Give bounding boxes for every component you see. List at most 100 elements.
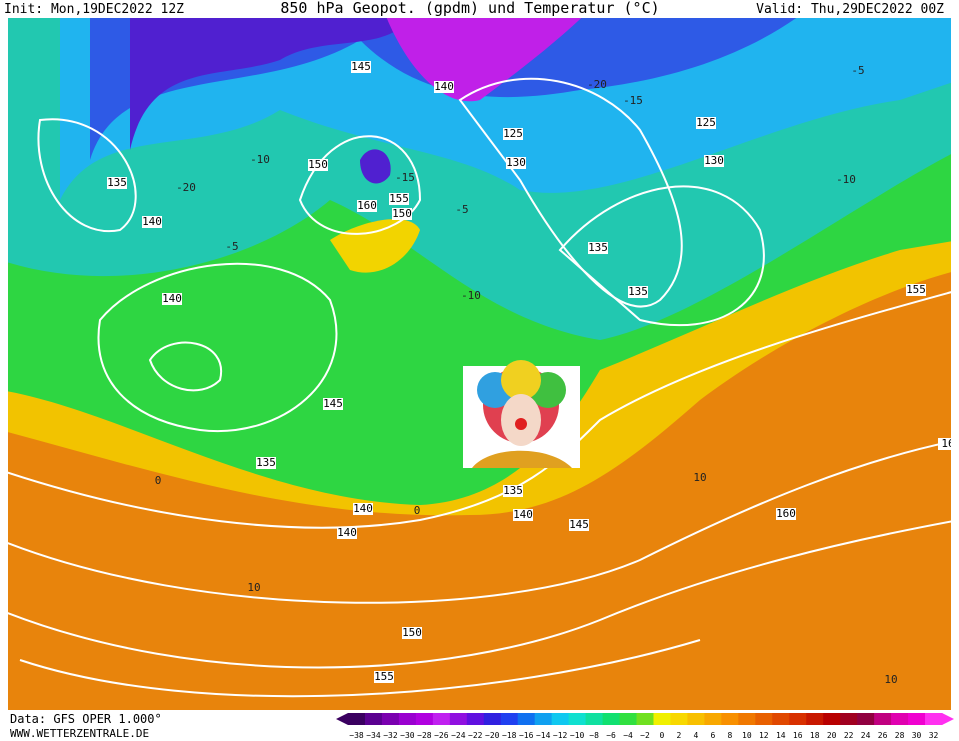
label-box (906, 284, 926, 296)
colorbar-label: −16 (519, 731, 534, 740)
geopotential-label: 140 (142, 215, 162, 228)
colorbar-swatch (704, 713, 722, 725)
colorbar-label: 20 (827, 731, 837, 740)
colorbar-label: 28 (895, 731, 905, 740)
colorbar-swatch (483, 713, 502, 725)
geopotential-label: 140 (434, 80, 454, 93)
geopotential-label: 150 (308, 158, 328, 171)
colorbar-swatch (636, 713, 654, 725)
colorbar-swatch (348, 713, 366, 725)
label-box (389, 193, 409, 205)
colorbar-swatch (432, 713, 451, 725)
geopotential-label: 150 (402, 626, 422, 639)
colorbar-label: 12 (759, 731, 769, 740)
colorbar-label: −32 (383, 731, 398, 740)
colorbar-swatch (500, 713, 519, 725)
temperature-label: -15 (623, 94, 643, 107)
colorbar-swatch (687, 713, 705, 725)
temperature-label: -10 (250, 153, 270, 166)
colorbar-swatch (602, 713, 621, 725)
colorbar-label: −24 (451, 731, 466, 740)
colorbar-label: −38 (349, 731, 364, 740)
label-box (308, 159, 328, 171)
colorbar-label: −12 (553, 731, 568, 740)
colorbar-label: −4 (623, 731, 633, 740)
label-box (107, 177, 127, 189)
colorbar-label: −6 (606, 731, 616, 740)
geopotential-label: 145 (323, 397, 343, 410)
colorbar-arrow (942, 713, 954, 725)
colorbar-swatch (534, 713, 553, 725)
temperature-label: 10 (247, 581, 260, 594)
temperature-label: 0 (155, 474, 162, 487)
colorbar-label: 0 (660, 731, 665, 740)
colorbar-swatch (908, 713, 926, 725)
colorbar-label: −8 (589, 731, 599, 740)
colorbar-swatch (466, 713, 485, 725)
temperature-label: -5 (851, 64, 864, 77)
colorbar-swatch (925, 713, 943, 725)
geopotential-label: 140 (162, 292, 182, 305)
label-box (588, 242, 608, 254)
colorbar-label: −28 (417, 731, 432, 740)
temperature-label: -20 (176, 181, 196, 194)
colorbar-label: −10 (570, 731, 585, 740)
colorbar-swatch (738, 713, 756, 725)
colorbar-swatch (619, 713, 638, 725)
temperature-label: 10 (693, 471, 706, 484)
clown-image (463, 360, 580, 468)
geopotential-label: 145 (351, 60, 371, 73)
colorbar-label: 26 (878, 731, 888, 740)
colorbar-swatch (381, 713, 400, 725)
colorbar-label: 8 (727, 731, 732, 740)
label-box (569, 519, 589, 531)
temperature-label: 10 (884, 673, 897, 686)
temperature-label: -10 (461, 289, 481, 302)
geopotential-label: 16 (941, 437, 954, 450)
data-source: Data: GFS OPER 1.000° (10, 712, 162, 726)
temperature-label: -15 (395, 171, 415, 184)
geopotential-labels: 1451401251301251301351501601551501401351… (107, 60, 954, 686)
geopotential-label: 135 (503, 484, 523, 497)
label-box (503, 485, 523, 497)
colorbar-label: 14 (776, 731, 786, 740)
temperature-label: -5 (455, 203, 468, 216)
label-box (704, 155, 724, 167)
geopotential-label: 140 (353, 502, 373, 515)
geopotential-label: 155 (374, 670, 394, 683)
colorbar-swatch (874, 713, 892, 725)
colorbar-label: 24 (861, 731, 871, 740)
label-box (323, 398, 343, 410)
temperature-label: 0 (414, 504, 421, 517)
colorbar-swatch (789, 713, 807, 725)
label-box (503, 128, 523, 140)
geopotential-label: 135 (628, 285, 648, 298)
geopotential-label: 160 (776, 507, 796, 520)
geopotential-label: 135 (256, 456, 276, 469)
colorbar-swatch (891, 713, 909, 725)
geopotential-label: 125 (696, 116, 716, 129)
label-box (776, 508, 796, 520)
geopotential-label: 135 (588, 241, 608, 254)
label-box (142, 216, 162, 228)
colorbar-label: −18 (502, 731, 517, 740)
geopotential-label: 145 (569, 518, 589, 531)
geopotential-label: 160 (357, 199, 377, 212)
geopotential-label: 140 (337, 526, 357, 539)
colorbar-swatch (857, 713, 875, 725)
colorbar-swatch (721, 713, 739, 725)
colorbar-label: −22 (468, 731, 483, 740)
geopotential-label: 140 (513, 508, 533, 521)
colorbar-label: 16 (793, 731, 803, 740)
colorbar-arrow (336, 713, 348, 725)
colorbar-label: 32 (929, 731, 939, 740)
colorbar-swatch (517, 713, 536, 725)
colorbar-swatch (568, 713, 587, 725)
label-box (402, 627, 422, 639)
geopotential-label: 130 (704, 154, 724, 167)
contours (8, 77, 951, 698)
colorbar-label: 18 (810, 731, 820, 740)
colorbar-label: 2 (677, 731, 682, 740)
colorbar-swatch (755, 713, 773, 725)
